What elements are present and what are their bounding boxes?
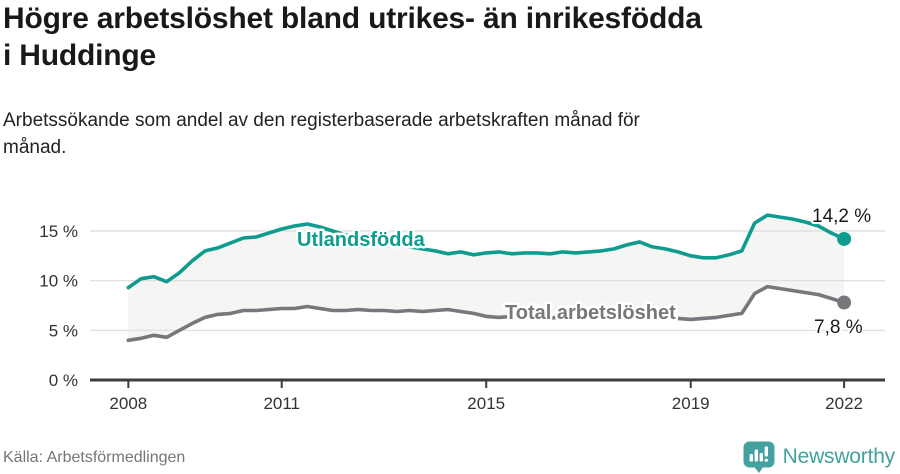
y-tick-label: 5 %	[49, 321, 78, 340]
end-value-label-0: 14,2 %	[812, 206, 871, 227]
newsworthy-logo: Newsworthy	[742, 440, 895, 473]
chart-subtitle: Arbetssökande som andel av den registerb…	[3, 110, 640, 158]
series-line-1	[126, 284, 846, 343]
x-tick-label: 2011	[263, 394, 300, 413]
series-end-dot-0	[837, 231, 852, 246]
series-label-0: Utlandsfödda	[297, 229, 426, 251]
x-tick-label: 2019	[672, 394, 710, 413]
y-tick-label: 10 %	[39, 272, 78, 291]
end-value-label-1: 7,8 %	[814, 317, 863, 338]
chart-title: Högre arbetslöshet bland utrikes- än inr…	[3, 2, 702, 72]
series-label-1: Total arbetslöshet	[505, 302, 676, 324]
x-tick-label: 2015	[467, 394, 505, 413]
series-line-0	[126, 213, 846, 290]
band-between-series	[128, 215, 845, 341]
series-end-dot-1	[837, 295, 852, 310]
y-tick-label: 0 %	[49, 371, 78, 390]
source-note: Källa: Arbetsförmedlingen	[3, 449, 186, 466]
x-tick-label: 2022	[825, 394, 863, 413]
x-tick-label: 2008	[109, 394, 147, 413]
newsworthy-wordmark: Newsworthy	[782, 444, 896, 468]
line-chart: 0 % 5 % 10 % 15 % 2008 2011 2015 2019 2022 Utland…	[39, 204, 885, 413]
y-tick-label: 15 %	[39, 222, 78, 241]
newsworthy-bar-chart-icon	[743, 441, 775, 473]
